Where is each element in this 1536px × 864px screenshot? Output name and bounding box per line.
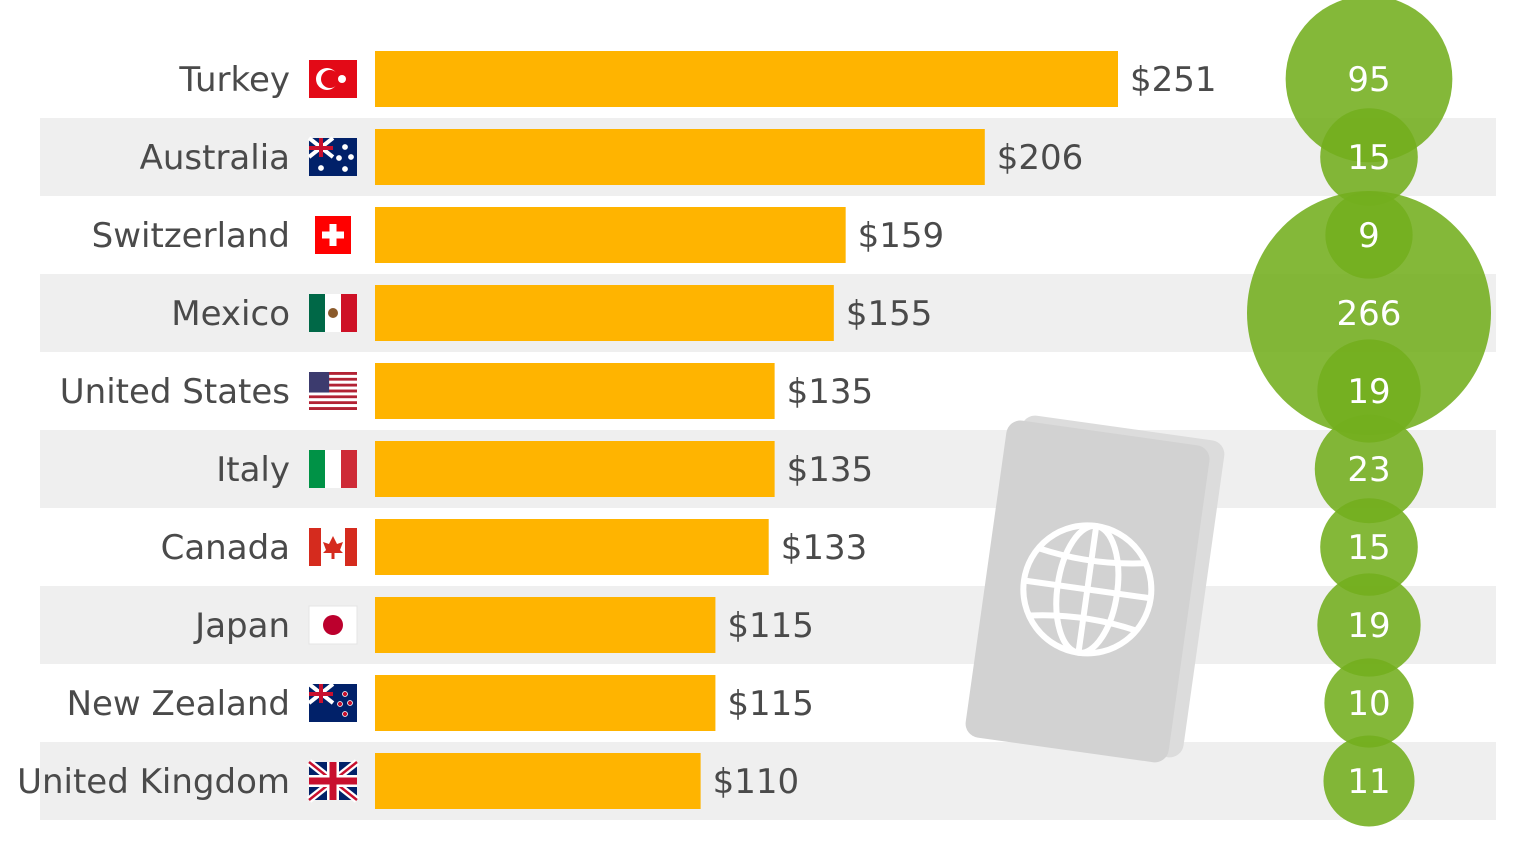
italy-flag xyxy=(309,450,357,488)
bar xyxy=(375,285,834,341)
country-label: Canada xyxy=(161,528,290,568)
bubble-label: 19 xyxy=(1347,606,1390,646)
bubble-label: 95 xyxy=(1347,60,1390,100)
canada-flag xyxy=(309,528,357,566)
value-label: $135 xyxy=(787,372,874,412)
new-zealand-flag xyxy=(307,682,357,722)
bar xyxy=(375,597,716,653)
bubbles xyxy=(1247,0,1491,827)
bubble xyxy=(1320,498,1418,596)
bubble-label: 15 xyxy=(1347,138,1390,178)
value-label: $251 xyxy=(1130,60,1217,100)
bubble xyxy=(1317,339,1421,443)
bubble xyxy=(1247,191,1491,435)
bubble-label: 9 xyxy=(1358,216,1380,256)
row-stripe xyxy=(40,742,1496,820)
value-label: $206 xyxy=(997,138,1084,178)
country-label: Mexico xyxy=(171,294,290,334)
japan-flag xyxy=(308,605,358,645)
united-kingdom-flag xyxy=(306,759,360,803)
bubble-label: 10 xyxy=(1347,684,1390,724)
bubble xyxy=(1314,414,1424,524)
bar xyxy=(375,363,775,419)
bars xyxy=(375,51,1118,809)
bubble-labels: 95 15 9 266 19 23 15 19 10 11 xyxy=(1337,60,1402,802)
bar xyxy=(375,207,846,263)
value-label: $155 xyxy=(846,294,933,334)
bubble xyxy=(1324,658,1414,748)
bar xyxy=(375,441,775,497)
row-stripe xyxy=(40,586,1496,664)
turkey-flag xyxy=(309,60,357,98)
value-label: $135 xyxy=(787,450,874,490)
switzerland-flag xyxy=(315,216,351,254)
country-label: Australia xyxy=(140,138,290,178)
bubble-label: 266 xyxy=(1337,294,1402,334)
bubble-label: 15 xyxy=(1347,528,1390,568)
united-states-flag xyxy=(309,372,357,413)
bubble-label: 23 xyxy=(1347,450,1390,490)
value-label: $110 xyxy=(713,762,800,802)
bubble-label: 11 xyxy=(1347,762,1390,802)
bar xyxy=(375,753,701,809)
mexico-flag xyxy=(309,294,357,332)
bubble-label: 19 xyxy=(1347,372,1390,412)
value-label: $115 xyxy=(727,684,814,724)
country-labels: Turkey Australia Switzerland Mexico United S… xyxy=(17,60,290,802)
country-label: Italy xyxy=(216,450,290,490)
bubble xyxy=(1323,735,1415,827)
passport-globe-icon xyxy=(965,415,1225,763)
country-label: Turkey xyxy=(178,60,290,100)
country-label: United States xyxy=(60,372,290,412)
country-label: Switzerland xyxy=(92,216,290,256)
value-label: $133 xyxy=(781,528,868,568)
country-label: New Zealand xyxy=(67,684,290,724)
bubble xyxy=(1317,573,1421,677)
country-label: United Kingdom xyxy=(17,762,290,802)
australia-flag xyxy=(307,136,357,176)
bubble xyxy=(1285,0,1453,163)
value-label: $159 xyxy=(858,216,945,256)
bar xyxy=(375,675,716,731)
value-labels: $251 $206 $159 $155 $135 $135 $133 $115 $115 $110 xyxy=(713,60,1217,802)
bar xyxy=(375,519,769,575)
value-label: $115 xyxy=(727,606,814,646)
bar xyxy=(375,129,985,185)
flags xyxy=(306,60,360,803)
bar xyxy=(375,51,1118,107)
bubble xyxy=(1320,108,1418,206)
country-label: Japan xyxy=(193,606,290,646)
